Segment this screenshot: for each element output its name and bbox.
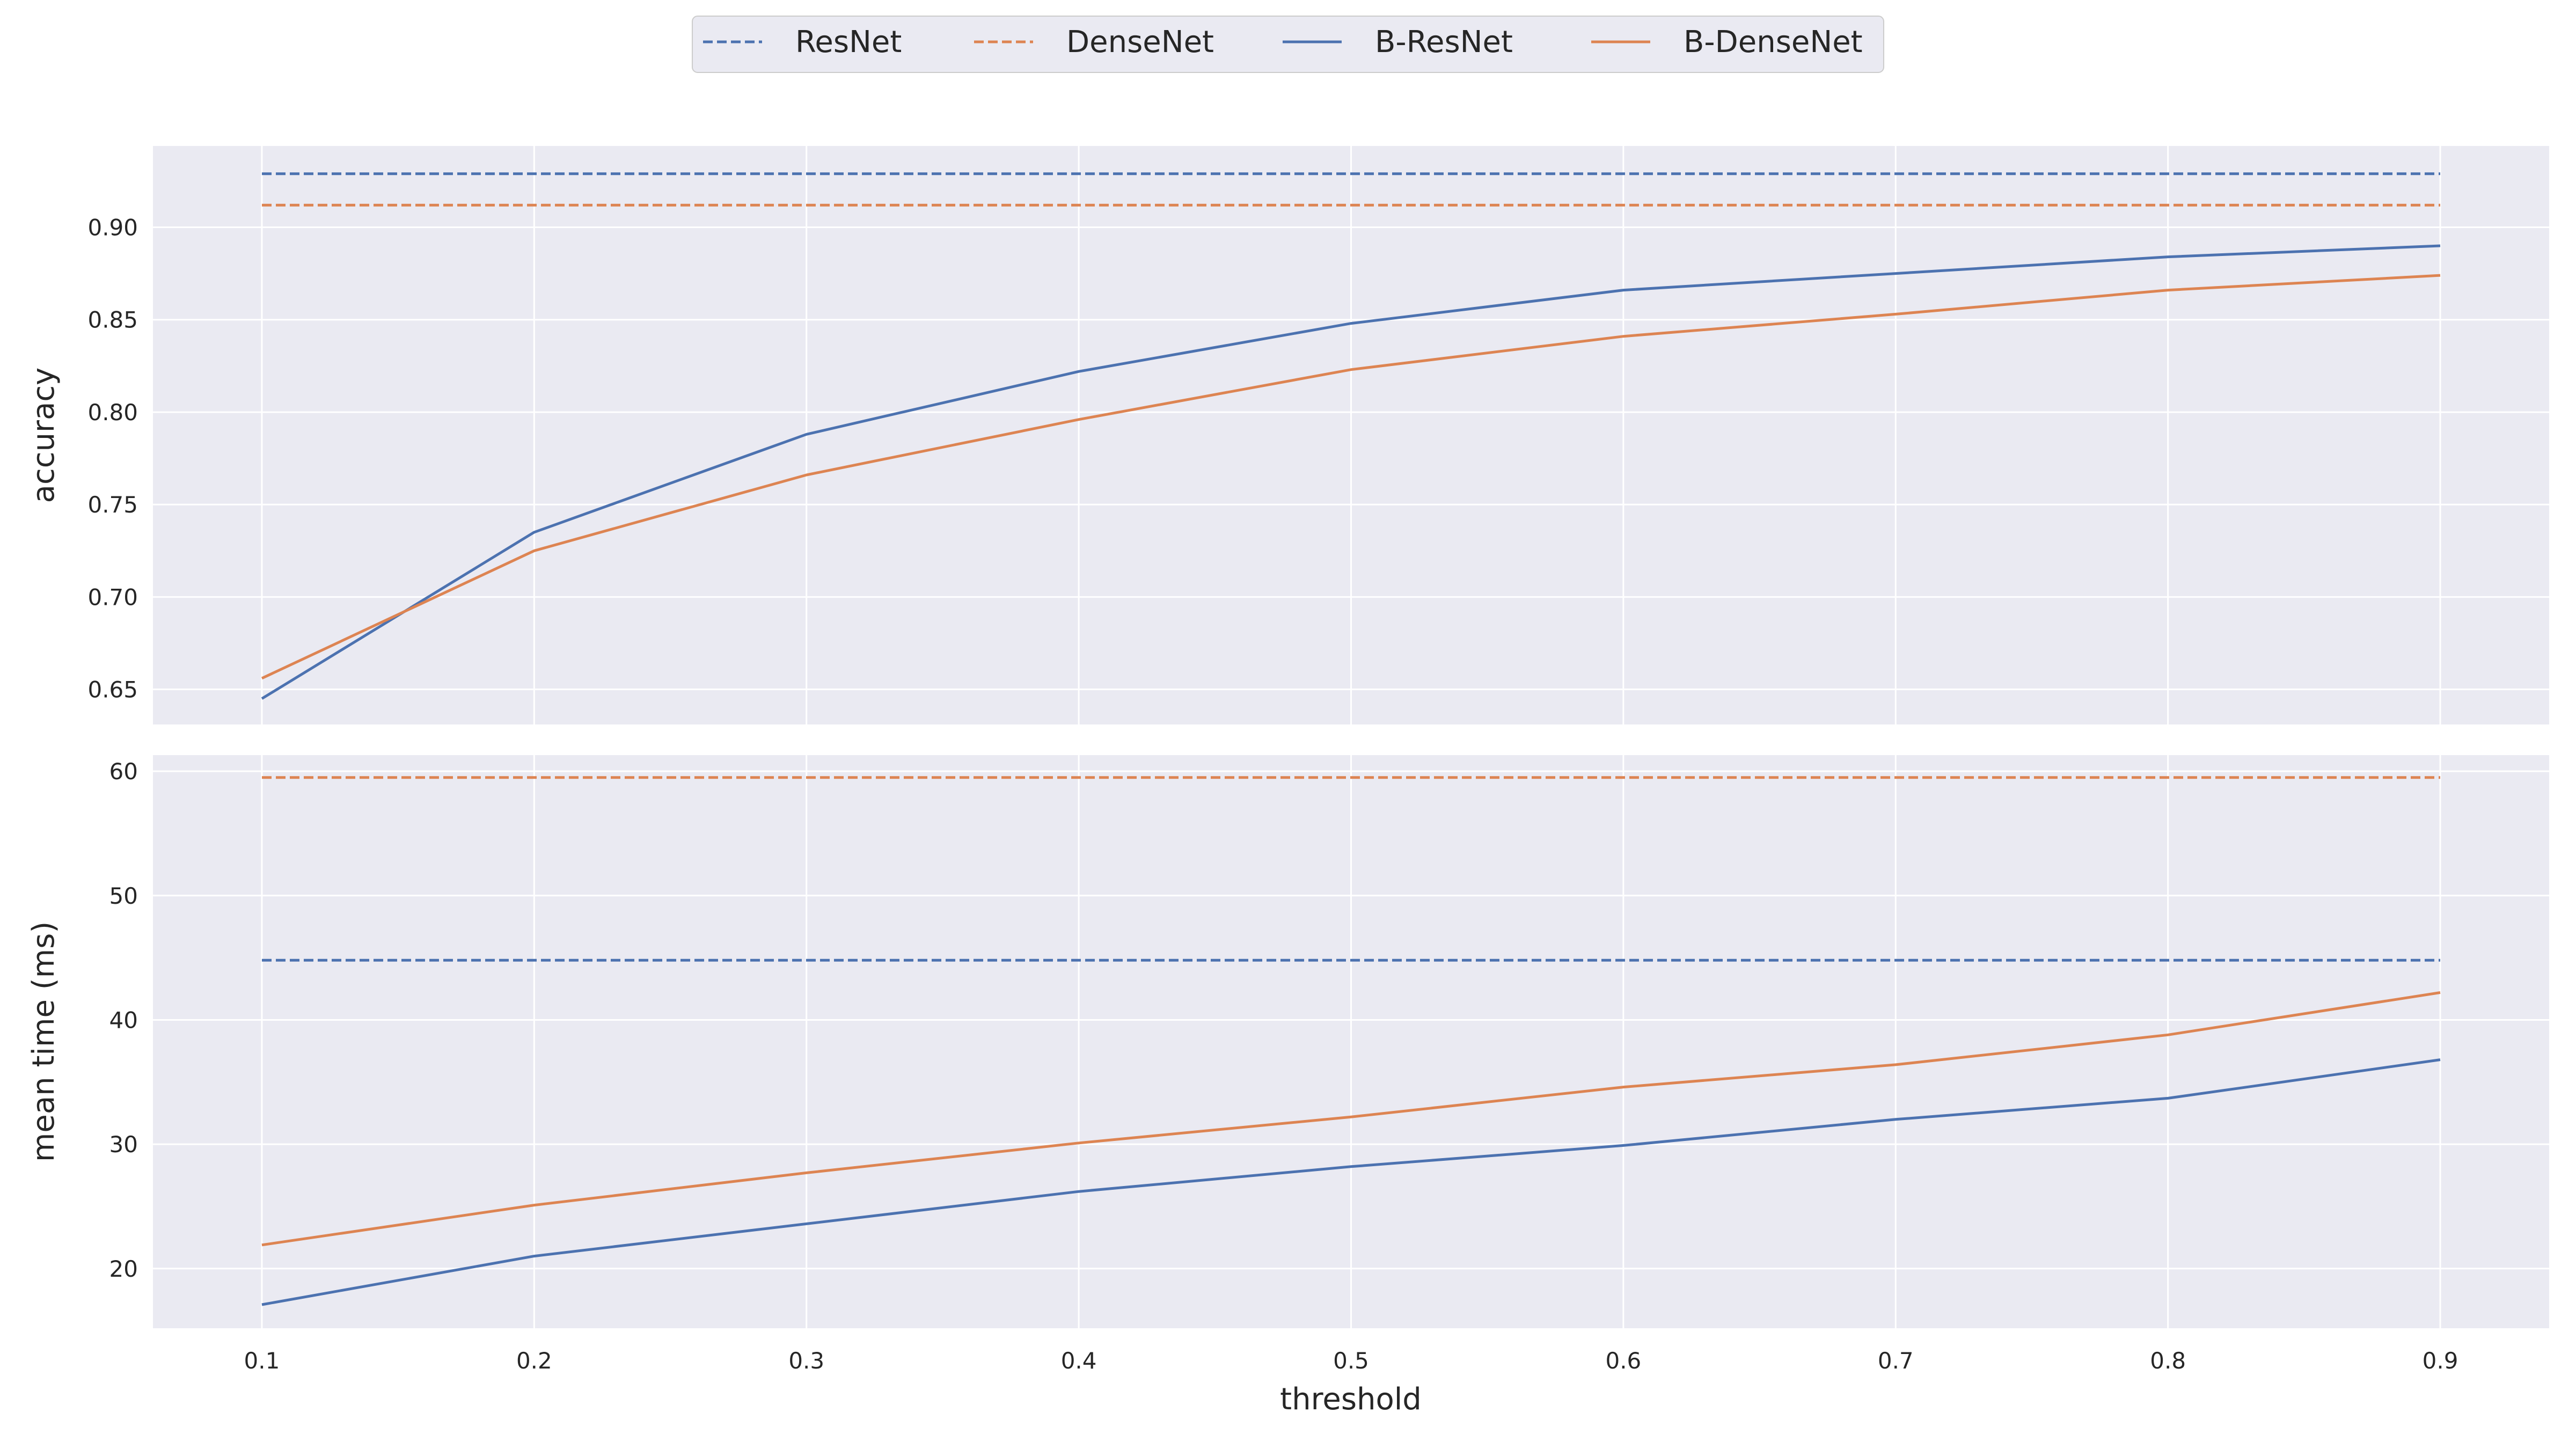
series-line-b-densenet	[261, 274, 2441, 680]
y-tick-label: 40	[109, 1007, 138, 1033]
y-tick-label: 30	[109, 1131, 138, 1158]
y-tick-label: 20	[109, 1256, 138, 1282]
legend-label-resnet: ResNet	[795, 25, 902, 60]
x-tick-label: 0.6	[1605, 1348, 1641, 1374]
accuracy-panel: 0.65 0.70 0.75 0.80 0.85 0.90 accuracy	[26, 146, 2549, 724]
y-tick-label: 0.90	[87, 215, 138, 241]
y-tick-label: 60	[109, 758, 138, 785]
legend: ResNet DenseNet B-ResNet B-DenseNet	[692, 16, 1884, 73]
legend-label-b-resnet: B-ResNet	[1375, 25, 1513, 60]
x-tick-label: 0.5	[1333, 1348, 1369, 1374]
y-tick-label: 0.85	[87, 307, 138, 333]
x-tick-label: 0.9	[2423, 1348, 2458, 1374]
x-tick-label: 0.3	[788, 1348, 824, 1374]
y-axis-label: accuracy	[26, 368, 61, 503]
y-tick-label: 0.75	[87, 492, 138, 518]
x-tick-label: 0.2	[516, 1348, 552, 1374]
series-line-b-densenet	[261, 991, 2441, 1247]
legend-label-b-densenet: B-DenseNet	[1684, 25, 1863, 60]
series-line-b-resnet	[261, 1058, 2441, 1306]
series-line-b-resnet	[261, 244, 2441, 700]
y-tick-label: 0.65	[87, 677, 138, 703]
x-tick-label: 0.1	[244, 1348, 280, 1374]
mean-time-panel: 20 30 40 50 60 mean time (ms)	[26, 755, 2549, 1328]
y-tick-label: 50	[109, 883, 138, 909]
x-axis-label: threshold	[1280, 1382, 1422, 1417]
y-tick-label: 0.70	[87, 584, 138, 610]
x-tick-label: 0.7	[1878, 1348, 1914, 1374]
y-tick-label: 0.80	[87, 399, 138, 426]
x-axis-ticks: 0.1 0.2 0.3 0.4 0.5 0.6 0.7 0.8 0.9	[244, 1348, 2458, 1374]
x-tick-label: 0.4	[1061, 1348, 1097, 1374]
x-tick-label: 0.8	[2150, 1348, 2186, 1374]
legend-label-densenet: DenseNet	[1066, 25, 1214, 60]
y-axis-label: mean time (ms)	[26, 921, 61, 1162]
legend-box	[692, 16, 1884, 73]
